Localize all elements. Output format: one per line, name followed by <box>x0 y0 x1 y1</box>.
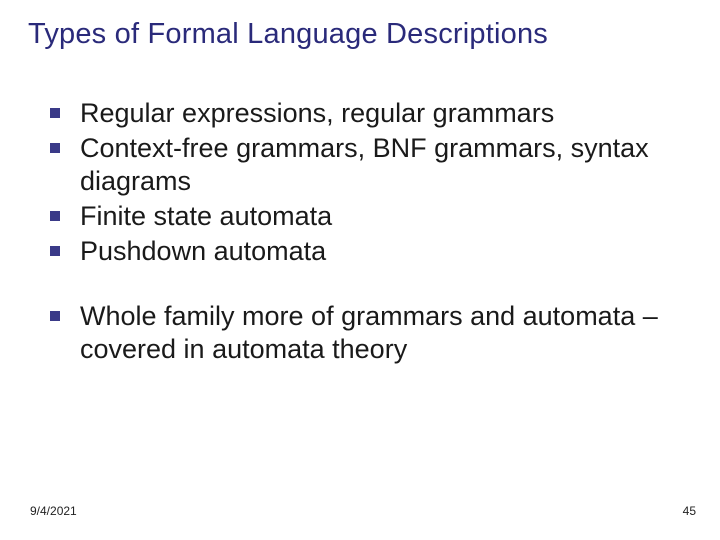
bullet-list-1: Regular expressions, regular grammars Co… <box>28 97 692 268</box>
bullet-icon <box>50 108 60 118</box>
bullet-icon <box>50 211 60 221</box>
bullet-icon <box>50 143 60 153</box>
bullet-icon <box>50 311 60 321</box>
list-item: Finite state automata <box>50 200 692 233</box>
bullet-text: Regular expressions, regular grammars <box>80 98 554 128</box>
list-item: Regular expressions, regular grammars <box>50 97 692 130</box>
list-item: Context-free grammars, BNF grammars, syn… <box>50 132 692 198</box>
footer-date: 9/4/2021 <box>30 504 77 518</box>
bullet-list-2: Whole family more of grammars and automa… <box>28 300 692 366</box>
slide-title: Types of Formal Language Descriptions <box>28 18 692 51</box>
bullet-icon <box>50 246 60 256</box>
bullet-text: Pushdown automata <box>80 236 326 266</box>
bullet-text: Context-free grammars, BNF grammars, syn… <box>80 133 649 196</box>
bullet-text: Finite state automata <box>80 201 332 231</box>
bullet-text: Whole family more of grammars and automa… <box>80 301 658 364</box>
list-item: Whole family more of grammars and automa… <box>50 300 692 366</box>
footer-page-number: 45 <box>683 504 696 518</box>
list-item: Pushdown automata <box>50 235 692 268</box>
spacer <box>28 270 692 300</box>
slide: Types of Formal Language Descriptions Re… <box>0 0 720 540</box>
